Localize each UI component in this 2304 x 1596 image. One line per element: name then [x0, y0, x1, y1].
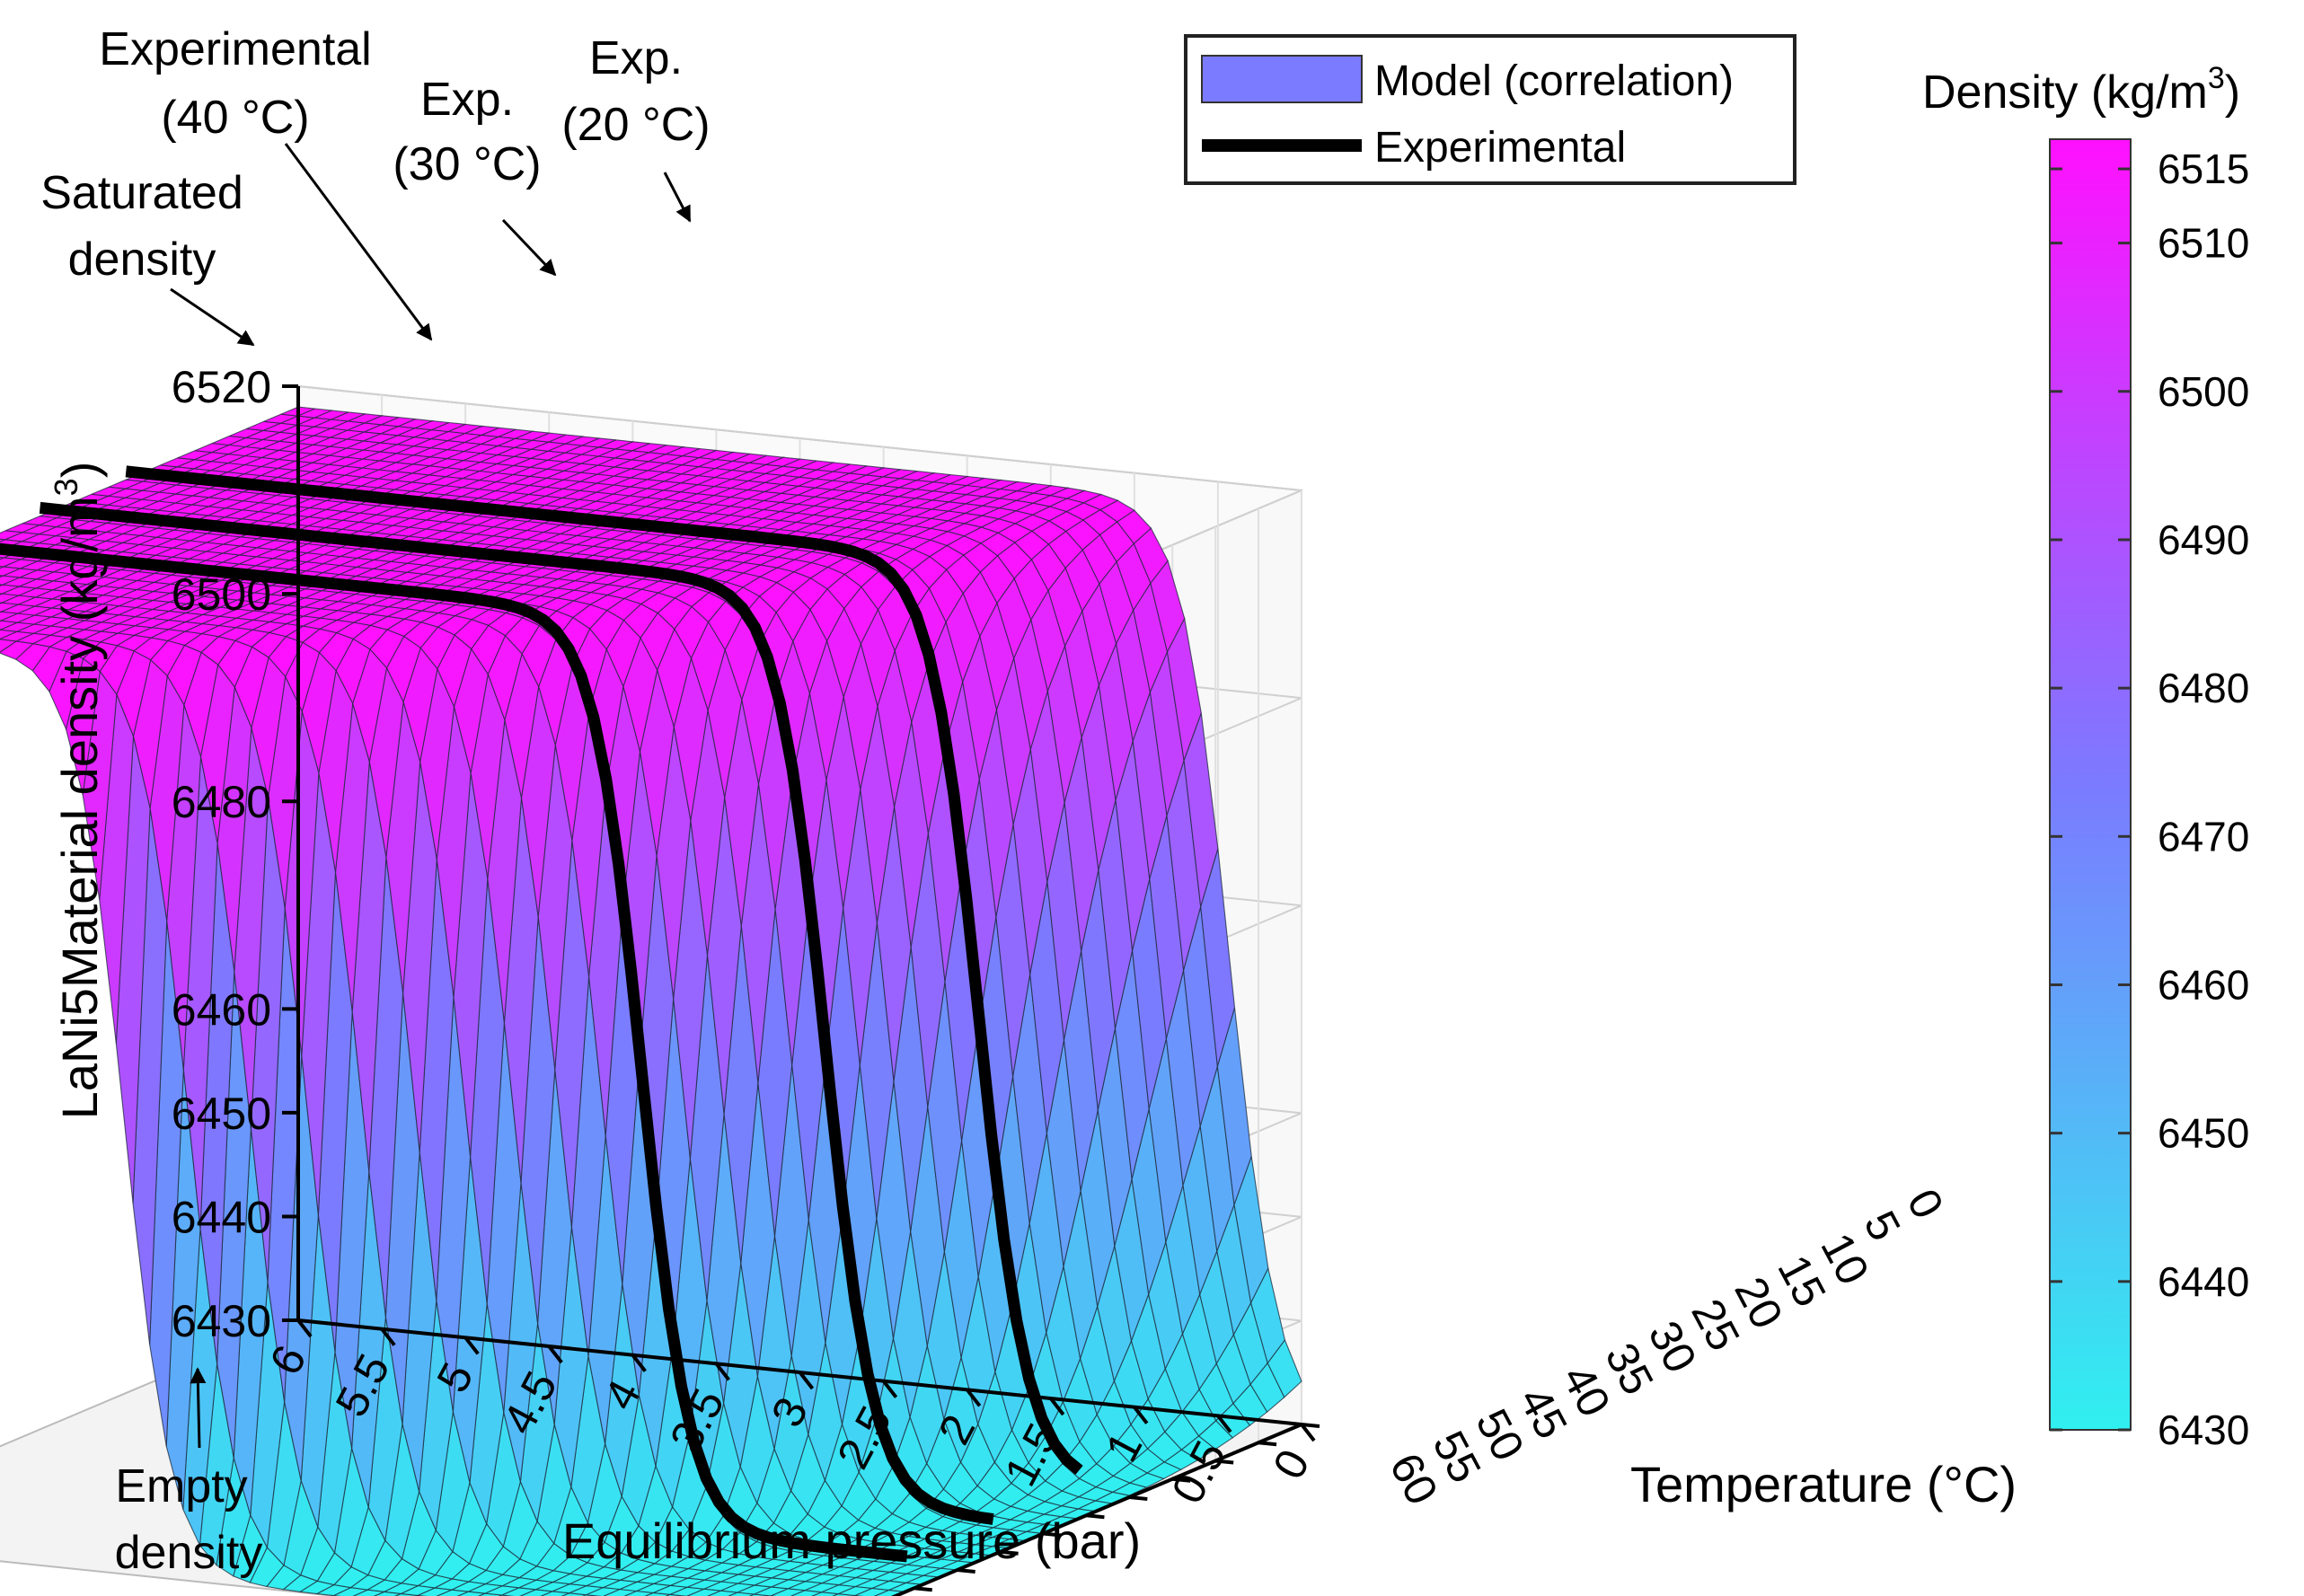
- legend-swatch-model: [1201, 55, 1363, 103]
- temperature-tick: [1000, 1549, 1019, 1556]
- pressure-tick: [296, 1318, 313, 1338]
- pressure-tick-label: 0: [1263, 1442, 1320, 1487]
- temperature-tick: [1258, 1441, 1277, 1447]
- colorbar-tick-label: 6510: [2158, 220, 2249, 267]
- colorbar-tick-label: 6490: [2158, 516, 2249, 563]
- pressure-tick: [631, 1354, 647, 1372]
- pressure-tick: [882, 1380, 898, 1398]
- temperature-tick: [1086, 1513, 1105, 1520]
- arrow-experimental-40: [284, 143, 433, 341]
- legend-label-model: Model (correlation): [1374, 57, 1734, 105]
- z-axis-title: LaNi5Material density (kg/m3): [48, 462, 108, 1120]
- density-surface: [0, 406, 1302, 1596]
- legend: Model (correlation) Experimental: [1184, 34, 1796, 185]
- annotation-exp-20-line2: (20 °C): [561, 99, 710, 151]
- pressure-tick: [1216, 1415, 1232, 1433]
- annotation-empty-line1: Empty: [115, 1460, 247, 1512]
- temperature-tick: [1214, 1459, 1234, 1465]
- colorbar-tick-label: 6430: [2158, 1406, 2249, 1453]
- legend-label-experimental: Experimental: [1374, 124, 1626, 172]
- annotations: Experimental (40 °C) Exp. (30 °C) Exp. (…: [40, 23, 710, 1579]
- z-axis-title-text: LaNi5Material density (kg/m: [51, 496, 108, 1119]
- annotation-exp-30-line1: Exp.: [420, 74, 514, 126]
- z-axis-title-sup: 3: [48, 478, 84, 496]
- z-tick-label: 6460: [172, 984, 271, 1035]
- colorbar-title-text: Density (kg/m: [1922, 66, 2208, 119]
- colorbar-tick-label: 6440: [2158, 1258, 2249, 1305]
- colorbar-title: Density (kg/m3): [1922, 61, 2240, 119]
- colorbar: Density (kg/m3) 6430 6440 6450 6460 6470 6480…: [1922, 61, 2249, 1453]
- annotation-empty-line2: density: [115, 1527, 263, 1579]
- pressure-tick: [547, 1345, 563, 1364]
- pressure-tick: [966, 1389, 982, 1407]
- pressure-tick: [1300, 1423, 1316, 1442]
- pressure-axis-title: Equilibrium pressure (bar): [562, 1512, 1141, 1569]
- pressure-tick: [380, 1327, 396, 1346]
- colorbar-tick-label: 6515: [2158, 145, 2249, 192]
- z-axis: 6430 6440 6450 6460 6480 6500 6520: [172, 362, 300, 1346]
- colorbar-tick-label: 6500: [2158, 368, 2249, 415]
- z-axis-title-tail: ): [51, 462, 108, 479]
- z-tick-label: 6480: [172, 777, 271, 827]
- pressure-tick: [1133, 1406, 1149, 1424]
- annotation-exp-20-line1: Exp.: [589, 32, 683, 84]
- colorbar-tick-label: 6470: [2158, 813, 2249, 860]
- experimental-curve-40: [0, 542, 908, 1563]
- annotation-exp-30-line2: (30 °C): [393, 138, 541, 190]
- temperature-tick: [1129, 1495, 1148, 1501]
- temperature-axis-title: Temperature (°C): [1630, 1456, 2017, 1512]
- temperature-tick: [1043, 1531, 1062, 1538]
- annotation-saturated-line2: density: [68, 234, 216, 286]
- temperature-tick: [1172, 1477, 1191, 1483]
- colorbar-tick-label: 6480: [2158, 665, 2249, 711]
- colorbar-title-sup: 3: [2208, 61, 2225, 95]
- z-tick-label: 6500: [172, 569, 271, 620]
- experimental-curves: [0, 465, 1083, 1563]
- annotation-experimental-40-line2: (40 °C): [161, 92, 309, 144]
- pressure-tick: [714, 1362, 730, 1381]
- pressure-tick: [1049, 1397, 1065, 1416]
- arrow-exp-20: [663, 172, 692, 223]
- arrow-empty: [190, 1367, 207, 1449]
- experimental-curve-30: [39, 501, 994, 1525]
- annotation-saturated-line1: Saturated: [40, 167, 243, 219]
- pressure-tick: [798, 1371, 815, 1390]
- colorbar-title-tail: ): [2225, 66, 2240, 119]
- annotation-experimental-40-line1: Experimental: [99, 23, 371, 75]
- temperature-tick: [957, 1568, 975, 1574]
- colorbar-tick-label: 6450: [2158, 1110, 2249, 1157]
- colorbar-ticks: 6430 6440 6450 6460 6470 6480 6490 6500 6510 6515: [2050, 145, 2249, 1453]
- experimental-curve-20: [125, 465, 1083, 1475]
- arrow-exp-30: [501, 218, 557, 277]
- temperature-tick: [1301, 1423, 1320, 1428]
- z-tick-label: 6520: [172, 362, 271, 412]
- arrow-saturated: [170, 287, 255, 347]
- temperature-tick: [914, 1586, 932, 1592]
- z-tick-label: 6430: [172, 1296, 271, 1346]
- colorbar-tick-label: 6460: [2158, 961, 2249, 1008]
- z-tick-label: 6440: [172, 1192, 271, 1242]
- z-tick-label: 6450: [172, 1089, 271, 1139]
- colorbar-gradient: [2049, 138, 2132, 1431]
- pressure-tick: [463, 1336, 480, 1355]
